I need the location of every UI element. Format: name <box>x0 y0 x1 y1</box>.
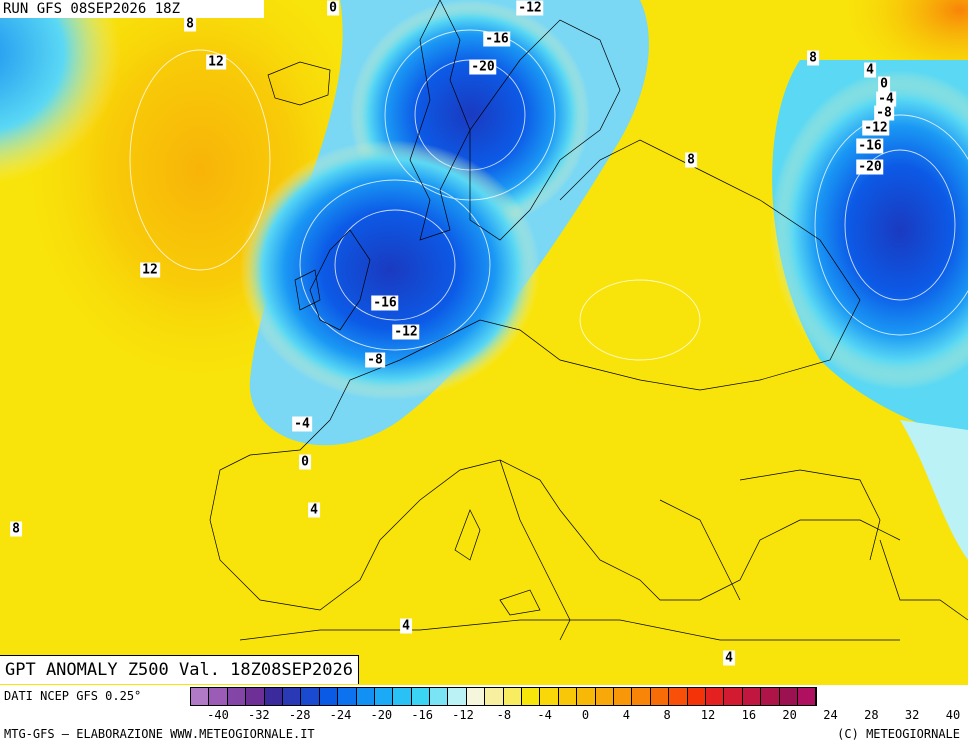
contour-label: 8 <box>685 152 697 168</box>
contour-label: 4 <box>400 618 412 634</box>
scale-swatch <box>246 688 265 705</box>
contour-label: -16 <box>856 138 884 154</box>
scale-swatch <box>301 688 320 705</box>
credit-right: (C) METEOGIORNALE <box>837 727 960 741</box>
anomaly-title: GPT ANOMALY Z500 Val. 18Z08SEP2026 <box>0 655 359 684</box>
scale-tick-label: 8 <box>663 708 671 722</box>
scale-tick-label: 24 <box>823 708 838 722</box>
scale-tick-label: 0 <box>581 708 590 722</box>
scale-swatch <box>191 688 210 705</box>
color-scale <box>190 687 818 706</box>
scale-tick-label: -20 <box>370 708 393 722</box>
contour-label: -4 <box>876 91 896 107</box>
contour-label: 8 <box>10 521 22 537</box>
contour-label: -12 <box>516 0 544 16</box>
contour-label: 12 <box>140 262 160 278</box>
contour-label: -12 <box>392 324 420 340</box>
run-title: RUN GFS 08SEP2026 18Z <box>0 0 264 18</box>
scale-swatch <box>761 688 780 705</box>
contour-label: 12 <box>206 54 226 70</box>
scale-swatch <box>338 688 357 705</box>
scale-swatch <box>742 688 762 705</box>
contour-label: 4 <box>723 650 735 666</box>
credit-left: MTG-GFS — ELABORAZIONE WWW.METEOGIORNALE… <box>4 727 315 741</box>
scale-tick-label: 4 <box>622 708 630 722</box>
scale-swatch <box>540 688 559 705</box>
scale-swatch <box>650 688 670 705</box>
contour-label: -12 <box>862 120 890 136</box>
scale-swatch <box>669 688 688 705</box>
scale-ticks: -40 -32 -28 -24 -20 -16 -12 -8 -4 0 4 8 12 16 20 24 28 32… <box>190 708 967 722</box>
scale-tick-label: 28 <box>864 708 879 722</box>
scale-tick-label: 16 <box>741 708 757 722</box>
contour-label: -20 <box>469 59 497 75</box>
scale-swatch <box>724 688 743 705</box>
scale-tick-label: 40 <box>945 708 961 722</box>
scale-tick-label: 32 <box>904 708 920 722</box>
scale-tick-label: 12 <box>700 708 716 722</box>
scale-swatch <box>705 688 725 705</box>
scale-swatch <box>558 688 578 705</box>
contour-label: 4 <box>308 502 320 518</box>
contour-label: -8 <box>365 352 385 368</box>
contour-label: -8 <box>874 105 894 121</box>
scale-swatch <box>632 688 651 705</box>
contour-label: 8 <box>807 50 819 66</box>
scale-tick-label: -24 <box>329 708 352 722</box>
scale-swatch <box>595 688 614 705</box>
contour-label: -16 <box>483 31 511 47</box>
scale-tick-label: -28 <box>288 708 311 722</box>
scale-swatch <box>374 688 394 705</box>
scale-swatch <box>393 688 412 705</box>
scale-swatch <box>466 688 486 705</box>
scale-tick-label: -16 <box>411 708 433 722</box>
scale-tick-label: -8 <box>496 708 512 722</box>
scale-swatch <box>522 688 541 705</box>
scale-swatch <box>411 688 431 705</box>
contour-label: 0 <box>327 0 339 16</box>
anomaly-map <box>0 0 968 685</box>
scale-tick-label: -12 <box>452 708 474 722</box>
scale-swatch <box>282 688 302 705</box>
scale-swatch <box>613 688 633 705</box>
contour-label: -20 <box>856 159 884 175</box>
scale-swatch <box>356 688 375 705</box>
scale-swatch <box>485 688 504 705</box>
scale-swatch <box>577 688 596 705</box>
scale-tick-label: 20 <box>782 708 797 722</box>
data-source: DATI NCEP GFS 0.25° <box>4 689 142 703</box>
contour-label: 4 <box>864 62 876 78</box>
footer: DATI NCEP GFS 0.25° -40 -32 -28 -24 -20 -16 -1… <box>0 685 968 745</box>
contour-label: -4 <box>292 416 312 432</box>
scale-tick-label: -4 <box>537 708 552 722</box>
contour-label: -16 <box>371 295 399 311</box>
scale-swatch <box>227 688 247 705</box>
scale-swatch <box>687 688 706 705</box>
scale-swatch <box>503 688 523 705</box>
scale-swatch <box>779 688 798 705</box>
scale-swatch <box>430 688 449 705</box>
scale-swatch <box>264 688 283 705</box>
contour-label: 0 <box>299 454 311 470</box>
scale-tick-label: -40 <box>207 708 229 722</box>
scale-tick-label: -32 <box>247 708 270 722</box>
scale-swatch <box>448 688 467 705</box>
contour-label: 8 <box>184 16 196 32</box>
scale-swatch <box>209 688 228 705</box>
scale-swatch <box>797 688 817 705</box>
contour-label: 0 <box>878 76 890 92</box>
scale-swatch <box>319 688 339 705</box>
